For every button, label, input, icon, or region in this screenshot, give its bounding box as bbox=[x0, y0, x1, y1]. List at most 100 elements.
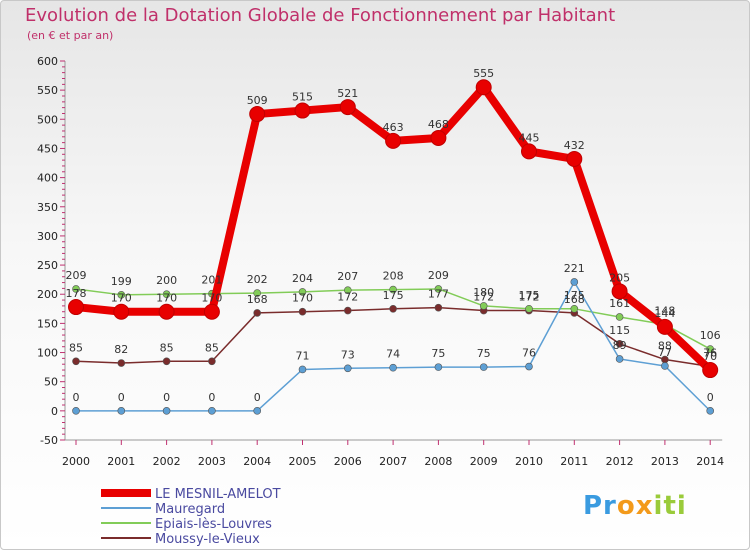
x-tick-label: 2007 bbox=[379, 455, 407, 468]
data-point bbox=[162, 357, 171, 366]
data-point bbox=[615, 313, 624, 321]
proxiti-logo: Proxiti bbox=[583, 491, 687, 521]
legend-label: Epiais-lès-Louvres bbox=[155, 517, 272, 532]
y-tick-label: 400 bbox=[37, 172, 58, 185]
data-point bbox=[479, 363, 488, 371]
data-label: 175 bbox=[383, 289, 404, 302]
data-point bbox=[117, 359, 126, 367]
data-point bbox=[389, 285, 397, 294]
data-point bbox=[249, 106, 266, 123]
x-tick-label: 2012 bbox=[606, 455, 634, 468]
data-label: 170 bbox=[201, 292, 222, 305]
x-tick-label: 2010 bbox=[515, 455, 543, 468]
y-tick-label: -50 bbox=[40, 434, 58, 447]
data-label: 168 bbox=[564, 293, 585, 306]
data-point bbox=[294, 102, 311, 119]
data-label: 221 bbox=[564, 262, 585, 275]
data-label: 200 bbox=[156, 274, 177, 287]
data-point bbox=[615, 339, 624, 348]
x-tick-label: 2006 bbox=[334, 455, 362, 468]
data-label: 172 bbox=[473, 291, 494, 304]
data-label: 170 bbox=[156, 292, 177, 305]
y-tick-label: 300 bbox=[37, 230, 58, 243]
legend-label: LE MESNIL-AMELOT bbox=[155, 487, 281, 502]
y-tick-label: 0 bbox=[51, 405, 58, 418]
data-point bbox=[434, 285, 443, 293]
y-tick-label: 600 bbox=[37, 55, 58, 68]
x-tick-label: 2000 bbox=[62, 455, 90, 468]
data-label: 175 bbox=[564, 289, 585, 302]
data-label: 432 bbox=[564, 139, 585, 152]
data-point bbox=[566, 150, 583, 167]
data-label: 0 bbox=[118, 391, 125, 404]
data-point bbox=[253, 309, 262, 317]
data-label: 70 bbox=[703, 350, 717, 363]
data-point bbox=[521, 143, 537, 160]
data-label: 521 bbox=[337, 87, 358, 100]
data-point bbox=[117, 407, 126, 415]
data-point bbox=[68, 299, 84, 316]
data-point bbox=[117, 291, 126, 299]
data-point bbox=[343, 286, 352, 294]
data-label: 208 bbox=[383, 270, 404, 283]
data-label: 202 bbox=[247, 273, 268, 286]
y-tick-label: 500 bbox=[37, 113, 58, 126]
data-label: 85 bbox=[69, 341, 83, 354]
data-label: 88 bbox=[658, 340, 672, 353]
x-tick-label: 2005 bbox=[289, 455, 317, 468]
data-label: 207 bbox=[337, 270, 358, 283]
data-point bbox=[298, 365, 307, 374]
data-label: 178 bbox=[66, 287, 87, 300]
data-point bbox=[656, 318, 673, 335]
data-label: 0 bbox=[73, 391, 80, 404]
data-label: 509 bbox=[247, 94, 268, 107]
data-point bbox=[702, 362, 719, 379]
data-point bbox=[253, 289, 262, 297]
data-point bbox=[389, 363, 397, 372]
data-label: 0 bbox=[254, 391, 261, 404]
data-point bbox=[611, 283, 628, 300]
data-label: 204 bbox=[292, 272, 313, 285]
data-label: 515 bbox=[292, 91, 313, 104]
data-point bbox=[208, 407, 216, 415]
y-tick-label: 550 bbox=[37, 84, 58, 97]
data-label: 445 bbox=[519, 131, 540, 144]
data-label: 106 bbox=[700, 329, 721, 342]
data-label: 468 bbox=[428, 118, 449, 131]
data-label: 180 bbox=[473, 286, 494, 299]
data-label: 0 bbox=[707, 391, 714, 404]
data-point bbox=[113, 303, 130, 320]
chart-title: Evolution de la Dotation Globale de Fonc… bbox=[25, 5, 616, 26]
data-point bbox=[343, 364, 352, 373]
data-point bbox=[72, 285, 80, 293]
data-label: 74 bbox=[386, 348, 400, 361]
x-tick-label: 2004 bbox=[243, 455, 271, 468]
y-tick-label: 450 bbox=[37, 142, 58, 155]
data-label: 77 bbox=[658, 346, 672, 359]
data-label: 89 bbox=[613, 339, 627, 352]
x-tick-label: 2003 bbox=[198, 455, 226, 468]
data-point bbox=[72, 357, 80, 366]
y-tick-label: 100 bbox=[37, 347, 58, 360]
data-label: 0 bbox=[208, 391, 215, 404]
x-tick-label: 2009 bbox=[470, 455, 498, 468]
data-label: 209 bbox=[66, 269, 87, 282]
data-point bbox=[72, 407, 80, 415]
data-point bbox=[203, 303, 220, 320]
data-point bbox=[389, 305, 397, 313]
x-tick-label: 2011 bbox=[560, 455, 588, 468]
data-point bbox=[298, 288, 307, 296]
data-label: 115 bbox=[609, 324, 630, 337]
x-tick-label: 2002 bbox=[153, 455, 181, 468]
data-label: 201 bbox=[201, 274, 222, 287]
data-point bbox=[158, 303, 175, 320]
y-tick-label: 350 bbox=[37, 201, 58, 214]
data-point bbox=[162, 290, 171, 299]
chart-subtitle: (en € et par an) bbox=[27, 29, 114, 42]
data-point bbox=[434, 363, 443, 371]
data-point bbox=[615, 355, 624, 363]
data-point bbox=[343, 306, 352, 315]
data-point bbox=[479, 302, 488, 310]
data-label: 177 bbox=[428, 288, 449, 301]
